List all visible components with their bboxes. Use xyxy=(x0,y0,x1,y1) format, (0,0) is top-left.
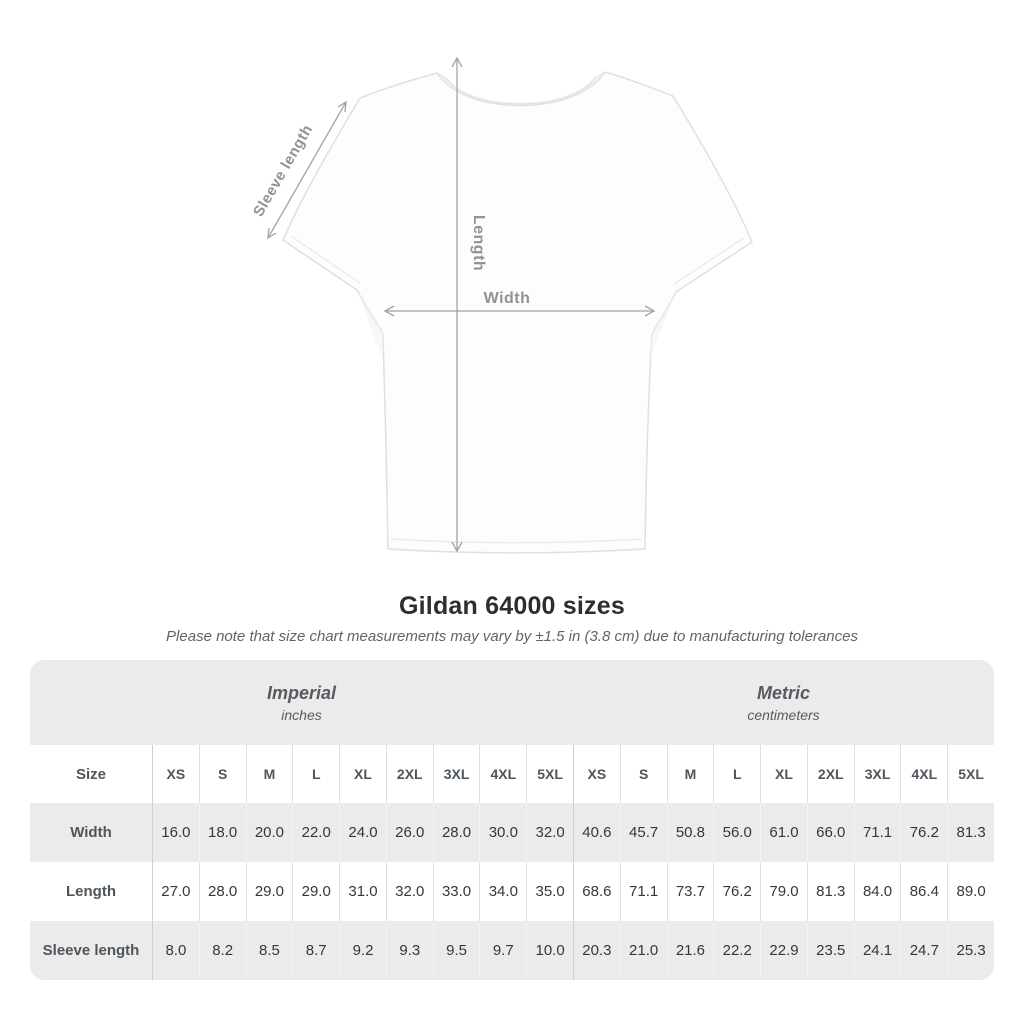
cell-metric: 86.4 xyxy=(900,862,947,921)
cell-imperial: 30.0 xyxy=(479,803,527,862)
size-table: Imperial inches Metric centimeters Size X… xyxy=(30,660,994,980)
cell-imperial: 8.2 xyxy=(198,921,246,980)
size-header-metric-2xl: 2XL xyxy=(806,745,854,803)
cell-imperial: 22.0 xyxy=(292,803,340,862)
cell-imperial: 18.0 xyxy=(198,803,246,862)
size-header-imperial-xs: XS xyxy=(152,745,199,803)
left-cuff-seam xyxy=(290,235,361,284)
row-label: Width xyxy=(30,803,152,862)
size-header-metric-s: S xyxy=(619,745,667,803)
size-grid: Size XS S M L XL 2XL 3XL 4XL 5XL XS S M L XL 2XL 3XL 4XL 5… xyxy=(30,745,994,980)
cell-metric: 24.7 xyxy=(900,921,948,980)
cell-metric: 25.3 xyxy=(947,921,994,980)
cell-imperial: 29.0 xyxy=(245,862,293,921)
unit-group-imperial: Imperial inches xyxy=(30,660,573,745)
cell-imperial: 26.0 xyxy=(385,803,433,862)
size-header-metric-xs: XS xyxy=(573,745,620,803)
width-arrow xyxy=(383,305,656,317)
size-header-metric-xl: XL xyxy=(760,745,807,803)
cell-metric: 40.6 xyxy=(573,803,620,862)
cell-metric: 61.0 xyxy=(760,803,807,862)
unit-group-unit: inches xyxy=(281,706,322,723)
width-label: Width xyxy=(484,290,531,307)
size-header-imperial-4xl: 4XL xyxy=(479,745,526,803)
right-cuff-seam xyxy=(673,237,745,285)
cell-metric: 22.9 xyxy=(760,921,807,980)
size-column-header: Size xyxy=(75,765,106,783)
unit-band: Imperial inches Metric centimeters xyxy=(30,660,994,745)
tshirt-measurement-diagram: Sleeve length Length Width xyxy=(250,56,753,554)
size-header-imperial-3xl: 3XL xyxy=(432,745,480,803)
cell-imperial: 28.0 xyxy=(432,803,480,862)
cell-imperial: 10.0 xyxy=(526,921,573,980)
cell-imperial: 28.0 xyxy=(198,862,246,921)
cell-metric: 22.2 xyxy=(713,921,761,980)
cell-metric: 56.0 xyxy=(713,803,761,862)
row-label: Length xyxy=(66,883,116,900)
cell-metric: 81.3 xyxy=(947,803,994,862)
size-header-metric-5xl: 5XL xyxy=(947,745,994,803)
sleeve-length-arrow xyxy=(267,100,347,240)
length-arrow xyxy=(451,56,463,553)
size-header-metric-3xl: 3XL xyxy=(853,745,901,803)
cell-metric: 21.6 xyxy=(666,921,714,980)
size-header-metric-l: L xyxy=(713,745,760,803)
cell-metric: 73.7 xyxy=(666,862,714,921)
cell-imperial: 31.0 xyxy=(339,862,386,921)
size-header-imperial-l: L xyxy=(292,745,339,803)
row-label: Sleeve length xyxy=(30,921,152,980)
tolerance-note: Please note that size chart measurements… xyxy=(166,628,858,645)
cell-imperial: 29.0 xyxy=(292,862,339,921)
unit-group-unit: centimeters xyxy=(747,706,820,723)
tshirt-graphic xyxy=(282,71,753,554)
cell-metric: 76.2 xyxy=(713,862,760,921)
cell-imperial: 8.0 xyxy=(152,921,199,980)
cell-metric: 50.8 xyxy=(666,803,714,862)
cell-imperial: 8.7 xyxy=(292,921,340,980)
cell-metric: 81.3 xyxy=(806,862,854,921)
size-header-metric-4xl: 4XL xyxy=(900,745,947,803)
cell-metric: 21.0 xyxy=(619,921,667,980)
unit-group-metric: Metric centimeters xyxy=(573,660,994,745)
size-header-imperial-2xl: 2XL xyxy=(385,745,433,803)
cell-imperial: 20.0 xyxy=(245,803,293,862)
cell-imperial: 9.3 xyxy=(385,921,433,980)
cell-metric: 84.0 xyxy=(853,862,901,921)
cell-imperial: 35.0 xyxy=(526,862,573,921)
cell-metric: 76.2 xyxy=(900,803,948,862)
cell-imperial: 24.0 xyxy=(339,803,386,862)
size-header-metric-m: M xyxy=(666,745,714,803)
page-title: Gildan 64000 sizes xyxy=(399,592,625,620)
hem-seam xyxy=(390,538,643,544)
cell-imperial: 8.5 xyxy=(245,921,293,980)
cell-imperial: 34.0 xyxy=(479,862,526,921)
size-header-imperial-xl: XL xyxy=(339,745,386,803)
cell-metric: 71.1 xyxy=(853,803,901,862)
cell-imperial: 9.2 xyxy=(339,921,386,980)
cell-imperial: 16.0 xyxy=(152,803,199,862)
cell-metric: 89.0 xyxy=(947,862,994,921)
unit-group-name: Metric xyxy=(756,682,810,703)
cell-imperial: 9.5 xyxy=(432,921,480,980)
size-header-imperial-5xl: 5XL xyxy=(526,745,573,803)
length-label: Length xyxy=(470,215,487,271)
cell-imperial: 33.0 xyxy=(432,862,480,921)
cell-imperial: 9.7 xyxy=(479,921,527,980)
cell-metric: 23.5 xyxy=(806,921,854,980)
size-header-imperial-s: S xyxy=(198,745,246,803)
cell-metric: 24.1 xyxy=(853,921,901,980)
cell-metric: 45.7 xyxy=(619,803,667,862)
size-header-imperial-m: M xyxy=(245,745,293,803)
cell-metric: 68.6 xyxy=(573,862,620,921)
cell-metric: 66.0 xyxy=(806,803,854,862)
unit-group-name: Imperial xyxy=(266,682,337,703)
cell-metric: 20.3 xyxy=(573,921,620,980)
cell-imperial: 32.0 xyxy=(385,862,433,921)
cell-imperial: 32.0 xyxy=(526,803,573,862)
cell-metric: 79.0 xyxy=(760,862,807,921)
cell-imperial: 27.0 xyxy=(152,862,199,921)
cell-metric: 71.1 xyxy=(619,862,667,921)
